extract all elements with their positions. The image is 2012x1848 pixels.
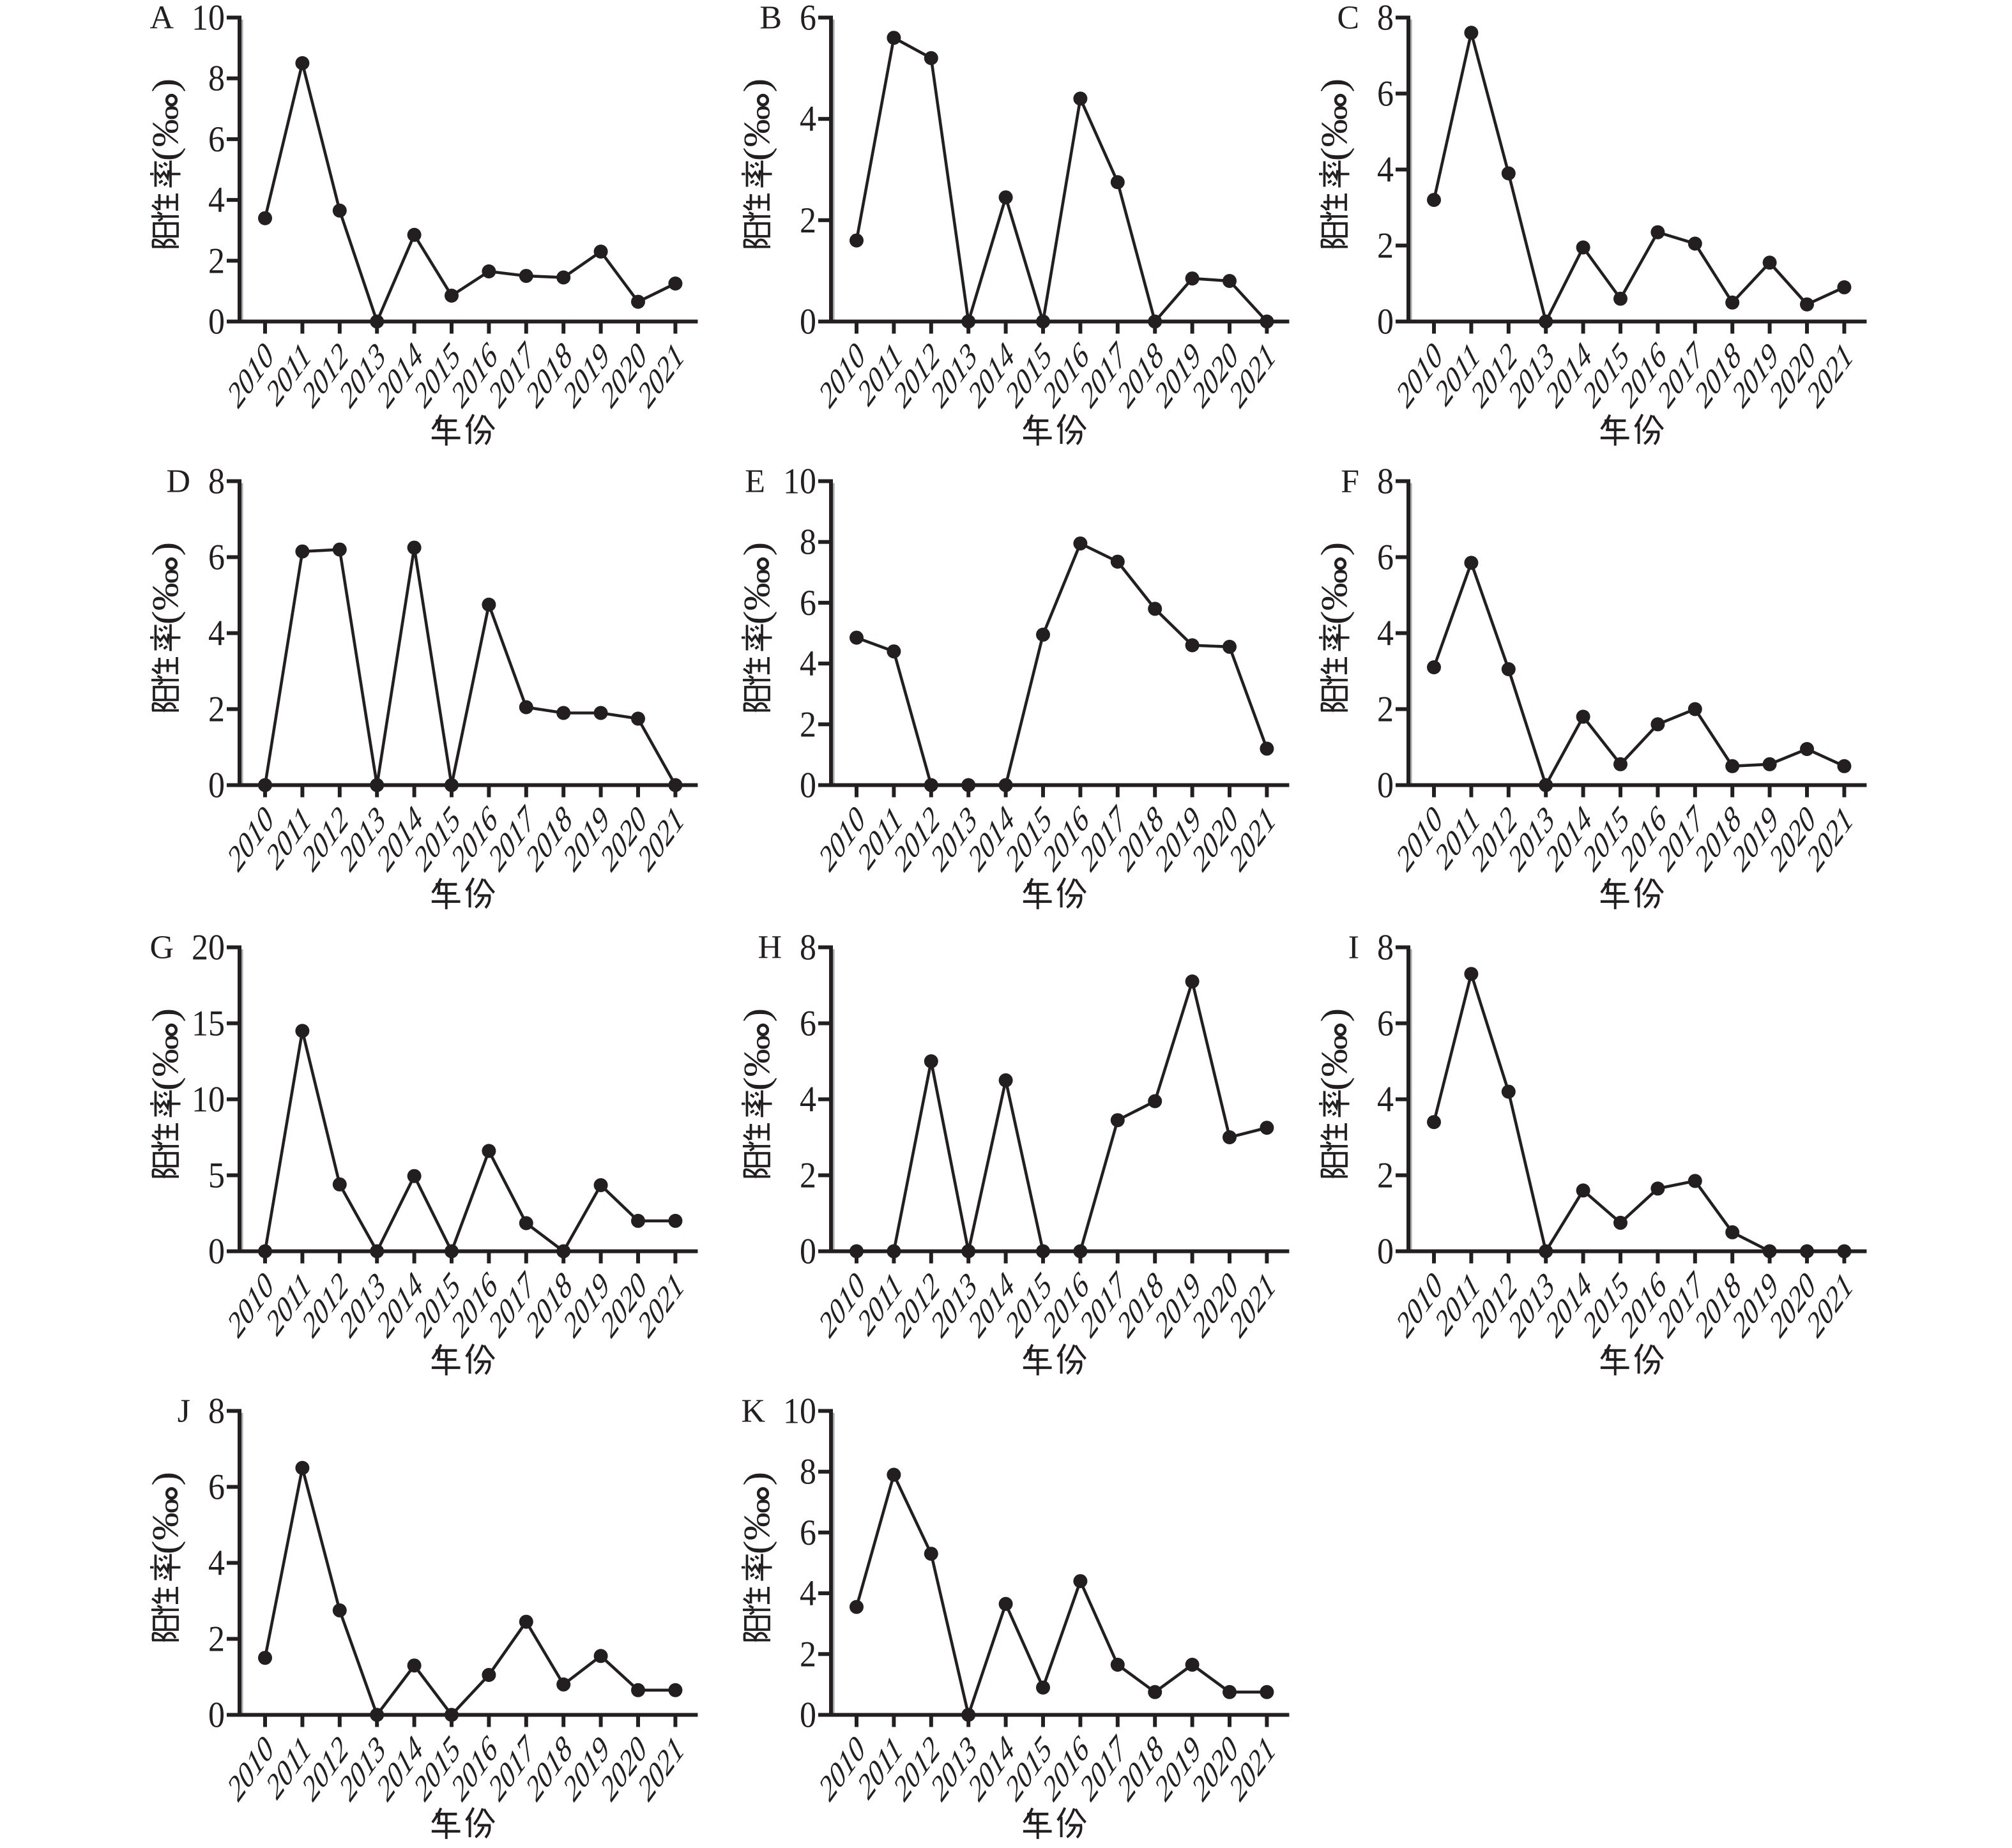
svg-text:(‰: (‰ [1314,1035,1355,1091]
svg-text:0: 0 [800,766,816,806]
svg-text:0: 0 [800,1232,816,1272]
svg-text:I: I [1348,930,1359,966]
svg-text:8: 8 [1377,462,1394,502]
svg-text:4: 4 [208,1543,225,1584]
svg-text:2: 2 [800,201,816,241]
svg-text:0: 0 [208,766,225,806]
svg-text:(‰: (‰ [145,1035,186,1091]
svg-text:8: 8 [1377,928,1394,968]
svg-text:): ) [145,79,186,93]
svg-text:H: H [758,930,782,966]
svg-text:4: 4 [1377,150,1394,190]
svg-text:2: 2 [208,690,225,730]
svg-text:6: 6 [208,119,225,160]
svg-text:): ) [736,1472,777,1486]
svg-text:2: 2 [800,704,816,745]
svg-text:0: 0 [800,302,816,342]
svg-text:2: 2 [800,1156,816,1196]
svg-text:4: 4 [800,1573,816,1614]
svg-text:): ) [1314,542,1355,556]
svg-text:10: 10 [783,1391,816,1432]
svg-text:4: 4 [800,99,816,139]
svg-text:2: 2 [208,1619,225,1660]
svg-text:4: 4 [208,180,225,220]
svg-text:8: 8 [800,1452,816,1492]
svg-text:6: 6 [1377,538,1394,578]
svg-text:(‰: (‰ [1314,569,1355,625]
svg-text:6: 6 [800,583,816,623]
svg-text:0: 0 [1377,302,1394,342]
svg-text:6: 6 [800,0,816,38]
svg-text:(‰: (‰ [736,569,777,625]
svg-text:0: 0 [208,1232,225,1272]
svg-text:J: J [178,1393,190,1430]
svg-text:10: 10 [192,0,225,38]
svg-text:2: 2 [800,1634,816,1674]
svg-text:2: 2 [1377,226,1394,266]
svg-text:E: E [745,464,765,500]
svg-text:4: 4 [208,614,225,654]
svg-text:0: 0 [1377,766,1394,806]
svg-text:8: 8 [800,928,816,968]
svg-text:0: 0 [208,1695,225,1736]
svg-text:(‰: (‰ [145,569,186,625]
svg-text:5: 5 [208,1156,225,1196]
svg-text:8: 8 [208,59,225,99]
svg-text:0: 0 [1377,1232,1394,1272]
svg-text:6: 6 [800,1513,816,1553]
svg-text:8: 8 [800,522,816,563]
svg-text:8: 8 [1377,0,1394,38]
svg-text:10: 10 [192,1080,225,1120]
svg-text:K: K [741,1393,765,1430]
svg-text:(‰: (‰ [736,1499,777,1554]
svg-text:D: D [166,464,190,500]
svg-text:(‰: (‰ [145,1499,186,1554]
svg-text:): ) [145,542,186,556]
svg-text:(‰: (‰ [736,1035,777,1091]
svg-text:A: A [149,0,174,36]
svg-text:): ) [736,542,777,556]
svg-text:4: 4 [1377,1080,1394,1120]
svg-text:10: 10 [783,462,816,502]
svg-text:6: 6 [1377,1004,1394,1044]
svg-text:4: 4 [1377,614,1394,654]
svg-text:(‰: (‰ [1314,105,1355,161]
svg-text:G: G [149,930,174,966]
svg-text:): ) [145,1008,186,1022]
svg-text:): ) [145,1472,186,1486]
svg-text:2: 2 [1377,1156,1394,1196]
svg-text:4: 4 [800,1080,816,1120]
svg-text:6: 6 [208,1467,225,1508]
svg-text:20: 20 [192,928,225,968]
svg-text:15: 15 [192,1004,225,1044]
svg-text:C: C [1337,0,1359,36]
svg-text:0: 0 [800,1695,816,1736]
svg-text:6: 6 [208,538,225,578]
svg-text:6: 6 [800,1004,816,1044]
svg-text:6: 6 [1377,74,1394,114]
svg-text:F: F [1341,464,1359,500]
svg-text:2: 2 [1377,690,1394,730]
svg-text:): ) [1314,1008,1355,1022]
svg-text:(‰: (‰ [145,105,186,161]
svg-text:8: 8 [208,462,225,502]
svg-text:2: 2 [208,241,225,281]
svg-text:(‰: (‰ [736,105,777,161]
svg-text:): ) [736,1008,777,1022]
svg-text:B: B [759,0,782,36]
svg-text:4: 4 [800,644,816,684]
svg-text:0: 0 [208,302,225,342]
svg-text:): ) [736,79,777,93]
svg-text:8: 8 [208,1391,225,1432]
svg-text:): ) [1314,79,1355,93]
